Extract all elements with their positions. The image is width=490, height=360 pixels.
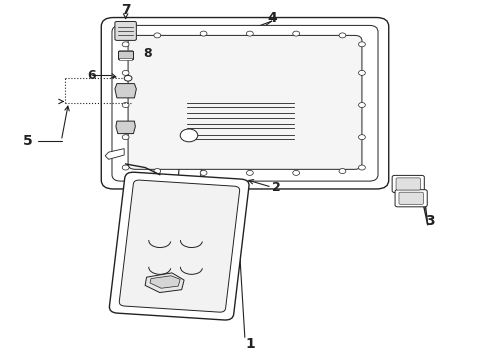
Polygon shape [115,84,136,98]
Circle shape [359,42,366,47]
Polygon shape [116,121,135,134]
Text: 8: 8 [143,47,152,60]
Circle shape [200,170,207,175]
Circle shape [293,31,299,36]
FancyBboxPatch shape [101,18,389,189]
FancyBboxPatch shape [109,172,249,320]
Text: 2: 2 [272,181,281,194]
FancyBboxPatch shape [119,180,240,312]
Bar [119,50,132,51]
Text: 6: 6 [87,69,96,82]
Bar [119,58,132,60]
Circle shape [124,75,132,81]
Text: 5: 5 [24,134,33,148]
Circle shape [122,42,129,47]
FancyBboxPatch shape [399,192,423,204]
Circle shape [359,71,366,75]
Circle shape [154,33,161,38]
Text: 1: 1 [245,337,255,351]
Text: 4: 4 [267,10,277,24]
FancyBboxPatch shape [392,175,424,193]
FancyBboxPatch shape [128,35,362,169]
Circle shape [359,165,366,170]
Polygon shape [105,149,124,159]
Circle shape [122,135,129,140]
Circle shape [339,168,346,174]
Circle shape [359,103,366,108]
Text: 3: 3 [425,214,435,228]
Circle shape [154,168,161,174]
Polygon shape [150,276,180,288]
Circle shape [293,170,299,175]
FancyBboxPatch shape [112,26,378,181]
FancyBboxPatch shape [395,190,427,207]
Circle shape [122,165,129,170]
Circle shape [180,129,198,142]
Circle shape [359,135,366,140]
FancyBboxPatch shape [396,178,420,190]
Circle shape [246,170,253,175]
Circle shape [122,71,129,75]
Circle shape [339,33,346,38]
Bar [118,51,133,59]
FancyBboxPatch shape [115,22,136,40]
Polygon shape [145,273,184,293]
Circle shape [122,103,129,108]
Circle shape [246,31,253,36]
Text: 7: 7 [121,3,130,17]
Circle shape [200,31,207,36]
